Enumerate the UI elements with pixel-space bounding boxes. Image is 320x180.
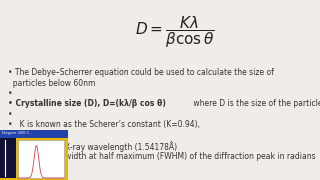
Bar bbox=[18, 140, 64, 178]
Text: where D is the size of the particle: where D is the size of the particle bbox=[191, 100, 320, 109]
Text: $D = \dfrac{K\lambda}{\beta \cos\theta}$: $D = \dfrac{K\lambda}{\beta \cos\theta}$ bbox=[135, 14, 215, 50]
Text: X-ray wavelength (1.54178Å): X-ray wavelength (1.54178Å) bbox=[65, 141, 177, 152]
Text: width at half maximum (FWHM) of the diffraction peak in radians: width at half maximum (FWHM) of the diff… bbox=[65, 152, 316, 161]
Text: • Crystalline size (D), D=(kλ/β cos θ): • Crystalline size (D), D=(kλ/β cos θ) bbox=[8, 100, 166, 109]
Text: • The Debye–Scherrer equation could be used to calculate the size of: • The Debye–Scherrer equation could be u… bbox=[8, 68, 274, 77]
Bar bbox=[0, 130, 68, 180]
Text: •   K is known as the Scherer’s constant (K=0.94),: • K is known as the Scherer’s constant (… bbox=[8, 120, 200, 129]
Text: •: • bbox=[8, 131, 12, 140]
Bar bbox=[0, 138, 16, 178]
Bar bbox=[0, 130, 68, 138]
Text: particles below 60nm: particles below 60nm bbox=[8, 78, 95, 87]
Text: •: • bbox=[8, 89, 12, 98]
Text: •: • bbox=[8, 110, 12, 119]
Text: Degree (2θ)·C...: Degree (2θ)·C... bbox=[2, 131, 33, 135]
